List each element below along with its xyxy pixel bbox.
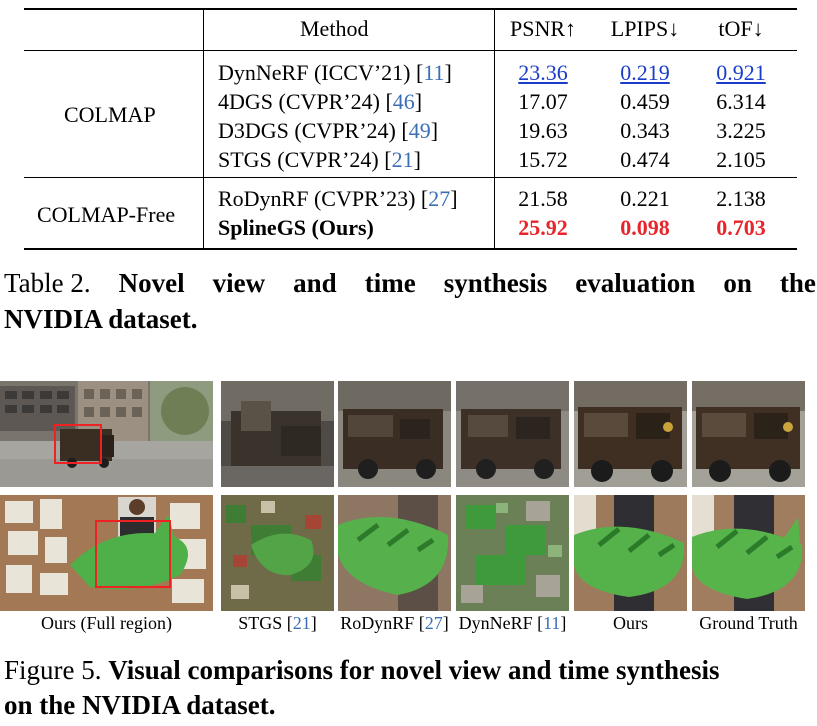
lpips-4dgs: 0.459 — [620, 89, 670, 114]
tof-d3dgs: 3.225 — [716, 118, 766, 143]
header-method: Method — [300, 16, 369, 41]
label-dynnerf: DynNeRF [11] — [458, 613, 567, 633]
results-table: Method PSNR↑ LPIPS↓ tOF↓ COLMAP COLMAP-F… — [0, 0, 817, 260]
tof-rodynrf: 2.138 — [716, 186, 766, 211]
table-header-rule — [24, 50, 797, 51]
street-ours-crop — [574, 381, 687, 487]
method-4dgs: 4DGS (CVPR’24) [46] — [218, 89, 423, 114]
citation-link[interactable]: 21 — [391, 147, 414, 172]
street-rodynrf-crop — [338, 381, 451, 487]
header-tof: tOF↓ — [718, 16, 764, 41]
balloon-ground-truth-crop — [692, 495, 805, 611]
street-stgs-crop — [221, 381, 334, 487]
table-caption-line1: Table 2. Novel view and time synthesis e… — [4, 268, 816, 298]
method-rodynrf: RoDynRF (CVPR’23) [27] — [218, 186, 458, 211]
citation-link[interactable]: 11 — [543, 613, 561, 633]
psnr-rodynrf: 21.58 — [518, 186, 568, 211]
citation-link[interactable]: 46 — [392, 89, 415, 114]
street-full-region-image — [0, 381, 213, 487]
citation-link[interactable]: 49 — [408, 118, 431, 143]
tof-dynnerf: 0.921 — [716, 60, 766, 85]
figure-caption-label: Figure 5. — [4, 655, 102, 685]
lpips-rodynrf: 0.221 — [620, 186, 670, 211]
balloon-rodynrf-crop — [338, 495, 451, 611]
table-bottom-rule — [24, 248, 797, 250]
label-ground-truth: Ground Truth — [699, 613, 798, 633]
table-top-rule — [24, 8, 797, 10]
psnr-stgs: 15.72 — [518, 147, 568, 172]
table-caption-label: Table 2. — [4, 268, 91, 298]
label-rodynrf: RoDynRF [27] — [340, 613, 449, 633]
table-caption-line2: NVIDIA dataset. — [4, 304, 198, 334]
tof-4dgs: 6.314 — [716, 89, 766, 114]
header-lpips: LPIPS↓ — [610, 16, 680, 41]
psnr-d3dgs: 19.63 — [518, 118, 568, 143]
citation-link[interactable]: 21 — [292, 613, 311, 633]
table-col-divider-1 — [203, 10, 204, 248]
lpips-splinegs: 0.098 — [620, 215, 670, 240]
figure-caption-line2: on the NVIDIA dataset. — [4, 690, 276, 720]
group-label-colmap-free: COLMAP-Free — [37, 202, 176, 227]
citation-link[interactable]: 27 — [424, 613, 443, 633]
label-ours: Ours — [613, 613, 648, 633]
psnr-dynnerf: 23.36 — [518, 60, 568, 85]
table-col-divider-2 — [494, 10, 495, 248]
method-stgs: STGS (CVPR’24) [21] — [218, 147, 421, 172]
psnr-4dgs: 17.07 — [518, 89, 568, 114]
balloon-stgs-crop — [221, 495, 334, 611]
street-ground-truth-crop — [692, 381, 805, 487]
method-dynnerf: DynNeRF (ICCV’21) [11] — [218, 60, 452, 85]
psnr-splinegs: 25.92 — [518, 215, 568, 240]
figure-caption-line1: Figure 5. Visual comparisons for novel v… — [4, 655, 720, 685]
lpips-d3dgs: 0.343 — [620, 118, 670, 143]
header-psnr: PSNR↑ — [509, 16, 577, 41]
tof-splinegs: 0.703 — [716, 215, 766, 240]
balloon-full-region-image — [0, 495, 213, 611]
lpips-dynnerf: 0.219 — [620, 60, 670, 85]
group-label-colmap: COLMAP — [64, 102, 156, 127]
citation-link[interactable]: 27 — [428, 186, 451, 211]
label-full-region: Ours (Full region) — [41, 613, 172, 633]
lpips-stgs: 0.474 — [620, 147, 670, 172]
tof-stgs: 2.105 — [716, 147, 766, 172]
method-d3dgs: D3DGS (CVPR’24) [49] — [218, 118, 439, 143]
balloon-dynnerf-crop — [456, 495, 569, 611]
citation-link[interactable]: 11 — [423, 60, 445, 85]
method-splinegs: SplineGS (Ours) — [218, 215, 374, 240]
label-stgs: STGS [21] — [238, 613, 317, 633]
balloon-ours-crop — [574, 495, 687, 611]
street-dynnerf-crop — [456, 381, 569, 487]
table-group-rule — [24, 177, 797, 178]
